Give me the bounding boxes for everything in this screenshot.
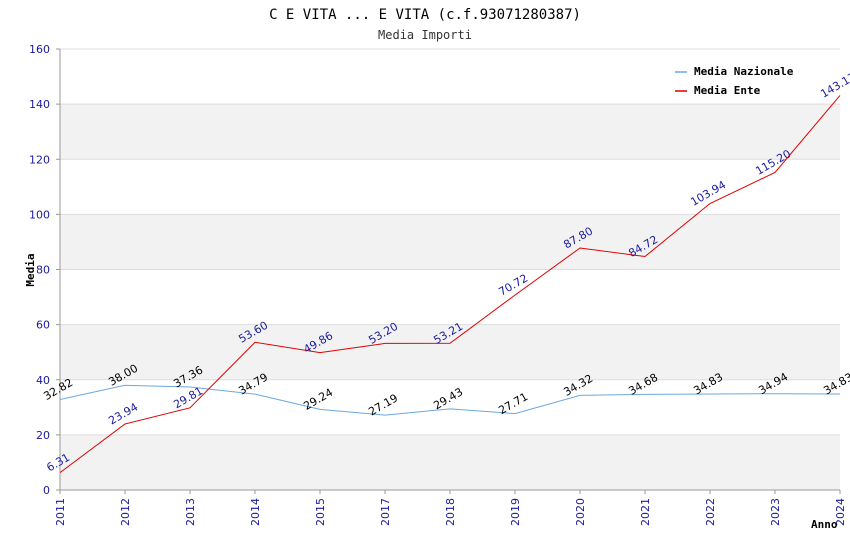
y-tick-label: 80 — [36, 264, 50, 277]
y-tick-label: 140 — [29, 98, 50, 111]
y-axis-ticks: 0 20 40 60 80 100 120 140 160 — [29, 43, 60, 497]
plot-band — [60, 324, 840, 380]
series-line-media-ente — [59, 95, 841, 474]
series-lines — [59, 95, 841, 474]
y-axis-label: Media — [24, 253, 37, 286]
x-tick-label: 2015 — [314, 498, 327, 526]
chart-subtitle: Media Importi — [378, 28, 472, 42]
plot-bands — [60, 49, 840, 490]
x-tick-label: 2014 — [249, 498, 262, 526]
plot-band — [60, 159, 840, 215]
chart-title: C E VITA ... E VITA (c.f.93071280387) — [269, 7, 581, 23]
legend-label-media-nazionale: Media Nazionale — [694, 65, 794, 78]
x-tick-label: 2018 — [444, 498, 457, 526]
plot-band — [60, 214, 840, 270]
y-tick-label: 40 — [36, 374, 50, 387]
plot-band — [60, 269, 840, 325]
legend: Media Nazionale Media Ente — [669, 60, 809, 101]
y-tick-label: 100 — [29, 208, 50, 221]
x-tick-label: 2019 — [509, 498, 522, 526]
x-tick-label: 2021 — [639, 498, 652, 526]
legend-label-media-ente: Media Ente — [694, 84, 761, 97]
y-tick-label: 20 — [36, 429, 50, 442]
x-tick-label: 2012 — [119, 498, 132, 526]
x-tick-label: 2011 — [54, 498, 67, 526]
y-tick-label: 60 — [36, 319, 50, 332]
x-tick-label: 2017 — [379, 498, 392, 526]
y-tick-label: 160 — [29, 43, 50, 56]
plot-band — [60, 434, 840, 490]
plot-band — [60, 104, 840, 160]
x-tick-label: 2013 — [184, 498, 197, 526]
x-tick-label: 2024 — [834, 498, 847, 526]
y-tick-label: 120 — [29, 153, 50, 166]
x-axis-label: Anno — [811, 518, 838, 531]
x-tick-label: 2022 — [704, 498, 717, 526]
x-tick-label: 2023 — [769, 498, 782, 526]
series-line-media-nazionale — [59, 384, 841, 416]
legend-box — [669, 60, 809, 101]
x-axis-ticks: 2011 2012 2013 2014 2015 2017 2018 2019 2020 2021… — [54, 490, 847, 526]
y-tick-label: 0 — [43, 484, 50, 497]
x-tick-label: 2020 — [574, 498, 587, 526]
